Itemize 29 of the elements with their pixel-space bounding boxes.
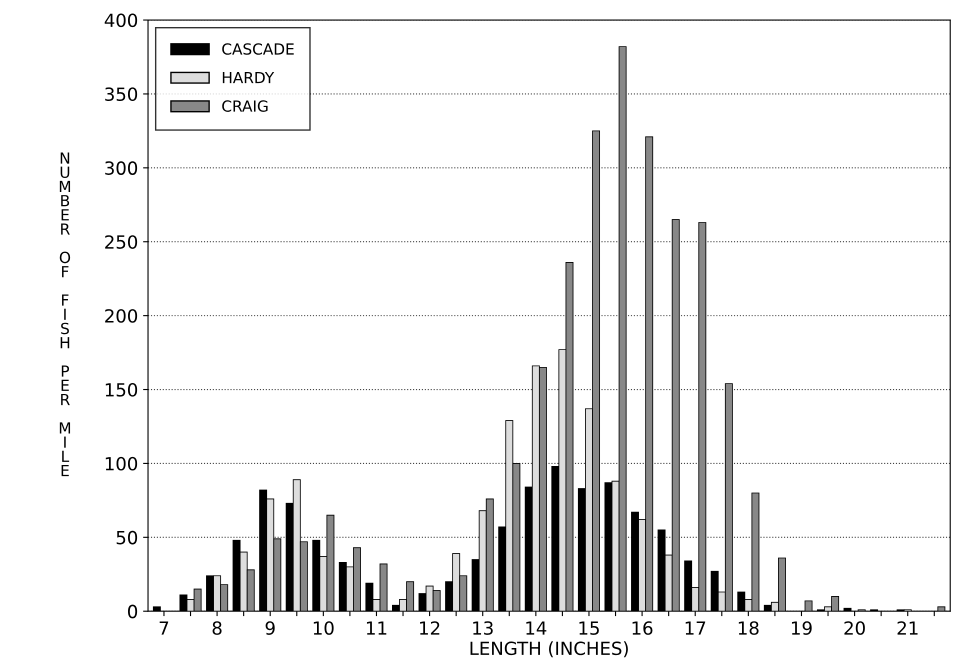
x-tick-label: 10 — [314, 621, 334, 635]
y-tick-label: 150 — [106, 382, 138, 397]
x-tick-label: 18 — [738, 621, 759, 635]
x-axis-title: LENGTH (INCHES) — [470, 641, 628, 658]
x-tick-label: 17 — [686, 622, 706, 635]
x-tick-label: 15 — [579, 622, 599, 635]
text: NUMBER OF FISH PER MILE — [60, 152, 70, 476]
y-tick-label: 100 — [106, 456, 138, 471]
x-tick-label: 20 — [844, 621, 865, 635]
x-tick-label: 16 — [632, 621, 652, 635]
legend-label: HARDY — [222, 72, 274, 84]
x-tick-label: 21 — [898, 621, 918, 635]
y-tick-label: 0 — [128, 604, 138, 618]
x-tick-label: 7 — [160, 622, 168, 635]
x-tick-label: 12 — [420, 621, 440, 635]
x-tick-label: 13 — [473, 621, 493, 635]
x-tick-label: 9 — [266, 621, 275, 635]
y-tick-label: 300 — [105, 161, 138, 175]
x-tick-label: 14 — [526, 622, 546, 635]
y-tick-label: 50 — [116, 530, 138, 544]
y-tick-label: 400 — [104, 14, 138, 28]
legend-label: CASCADE — [222, 43, 294, 55]
legend-label: CRAIG — [222, 100, 268, 112]
x-tick-label: 11 — [366, 622, 386, 635]
x-tick-label: 8 — [212, 621, 222, 635]
y-tick-label: 200 — [105, 309, 138, 323]
y-tick-label: 250 — [105, 235, 138, 249]
x-tick-label: 19 — [792, 621, 812, 635]
y-tick-label: 350 — [105, 87, 138, 102]
